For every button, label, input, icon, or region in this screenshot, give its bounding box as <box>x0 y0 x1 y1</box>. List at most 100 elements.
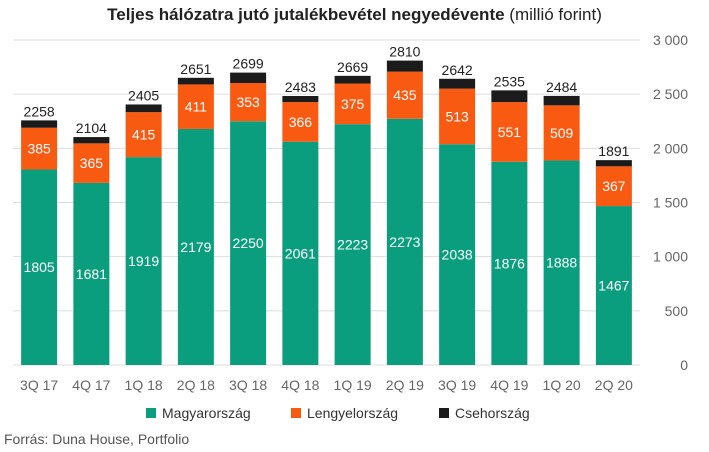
bar-segment <box>282 102 319 142</box>
bar-segment <box>73 137 110 144</box>
bar-segment <box>230 121 267 365</box>
bar-segment <box>73 182 110 365</box>
data-label: 366 <box>289 114 313 130</box>
x-tick-label: 2Q 19 <box>386 377 424 393</box>
data-label: 353 <box>236 94 260 110</box>
bar-segment <box>543 105 580 161</box>
total-label: 2405 <box>128 87 159 103</box>
data-label: 385 <box>27 141 51 157</box>
data-label: 2223 <box>337 237 368 253</box>
bar-segment <box>334 83 371 125</box>
total-label: 2651 <box>180 61 211 77</box>
data-label: 2179 <box>180 239 211 255</box>
total-label: 2642 <box>442 62 473 78</box>
y-tick-label: 2 500 <box>653 86 688 102</box>
data-label: 2038 <box>442 247 473 263</box>
data-label: 365 <box>80 155 104 171</box>
x-tick-label: 2Q 20 <box>595 377 633 393</box>
x-tick-label: 1Q 19 <box>334 377 372 393</box>
x-tick-label: 2Q 18 <box>177 377 215 393</box>
bar-segment <box>282 141 319 365</box>
bar-segment <box>439 88 476 145</box>
bar-segment <box>334 124 371 365</box>
data-label: 411 <box>185 99 208 115</box>
legend-swatch-magyarorszag <box>146 408 156 418</box>
legend-swatch-csehorszag <box>439 408 449 418</box>
data-label: 375 <box>341 96 365 112</box>
x-tick-label: 1Q 20 <box>543 377 581 393</box>
x-tick-label: 1Q 18 <box>125 377 163 393</box>
total-label: 1891 <box>598 143 629 159</box>
data-label: 2273 <box>389 234 420 250</box>
bar-segment <box>543 95 580 106</box>
data-label: 367 <box>602 178 626 194</box>
y-tick-label: 2 000 <box>653 140 688 156</box>
legend-label-lengyelorszag: Lengyelország <box>307 405 399 421</box>
bar-segment <box>21 127 58 170</box>
data-label: 551 <box>498 124 522 140</box>
bar-segment <box>543 160 580 365</box>
bar-segment <box>125 157 162 365</box>
data-label: 513 <box>445 108 469 124</box>
y-tick-label: 500 <box>665 303 689 319</box>
bar-segment <box>439 78 476 89</box>
bar-segment <box>230 83 267 122</box>
bar-segment <box>595 206 632 365</box>
x-tick-label: 4Q 18 <box>281 377 319 393</box>
bar-segment <box>177 77 214 85</box>
bar-segment <box>386 118 423 365</box>
legend-item-csehorszag: Csehország <box>439 403 530 423</box>
data-label: 1876 <box>494 255 525 271</box>
bar-segment <box>491 90 528 103</box>
bar-segment <box>21 169 58 365</box>
bar-segment <box>282 96 319 103</box>
data-label: 415 <box>132 127 156 143</box>
bar-segment <box>595 166 632 207</box>
bar-segment <box>177 128 214 365</box>
bar-segment <box>334 75 371 84</box>
legend-item-magyarorszag: Magyarország <box>146 403 251 423</box>
bar-segment <box>595 160 632 167</box>
bar-segment <box>125 112 162 158</box>
bar-segment <box>386 71 423 119</box>
legend-label-csehorszag: Csehország <box>455 405 530 421</box>
x-tick-label: 3Q 19 <box>438 377 476 393</box>
source-note: Forrás: Duna House, Portfolio <box>4 431 190 447</box>
data-label: 1467 <box>598 278 629 294</box>
chart-title-unit: (millió forint) <box>509 5 602 24</box>
bar-segment <box>230 72 267 84</box>
x-tick-label: 4Q 17 <box>72 377 110 393</box>
x-tick-label: 3Q 18 <box>229 377 267 393</box>
total-label: 2535 <box>494 73 525 89</box>
total-label: 2104 <box>76 120 107 136</box>
chart-title-main: Teljes hálózatra jutó jutalékbevétel neg… <box>107 5 505 24</box>
data-label: 1919 <box>128 253 159 269</box>
bar-segment <box>439 144 476 365</box>
bar-segment <box>491 161 528 365</box>
total-label: 2669 <box>337 59 368 75</box>
legend-label-magyarorszag: Magyarország <box>162 405 251 421</box>
x-tick-label: 3Q 17 <box>20 377 58 393</box>
bar-segment <box>177 84 214 129</box>
total-label: 2483 <box>285 79 316 95</box>
bar-segment <box>491 102 528 162</box>
bar-segment <box>21 120 58 128</box>
y-tick-label: 3 000 <box>653 32 688 48</box>
total-label: 2699 <box>233 56 264 72</box>
total-label: 2484 <box>546 79 577 95</box>
bar-segment <box>386 60 423 72</box>
x-tick-label: 4Q 19 <box>490 377 528 393</box>
legend-swatch-lengyelorszag <box>291 408 301 418</box>
total-label: 2258 <box>24 103 55 119</box>
total-label: 2810 <box>389 44 420 60</box>
data-label: 1805 <box>24 259 55 275</box>
legend-item-lengyelorszag: Lengyelország <box>291 403 398 423</box>
data-label: 1888 <box>546 255 577 271</box>
y-tick-label: 0 <box>680 357 688 373</box>
y-tick-label: 1 000 <box>653 249 688 265</box>
bar-segment <box>125 104 162 113</box>
data-label: 435 <box>393 87 417 103</box>
chart-title: Teljes hálózatra jutó jutalékbevétel neg… <box>0 5 709 25</box>
data-label: 509 <box>550 125 574 141</box>
